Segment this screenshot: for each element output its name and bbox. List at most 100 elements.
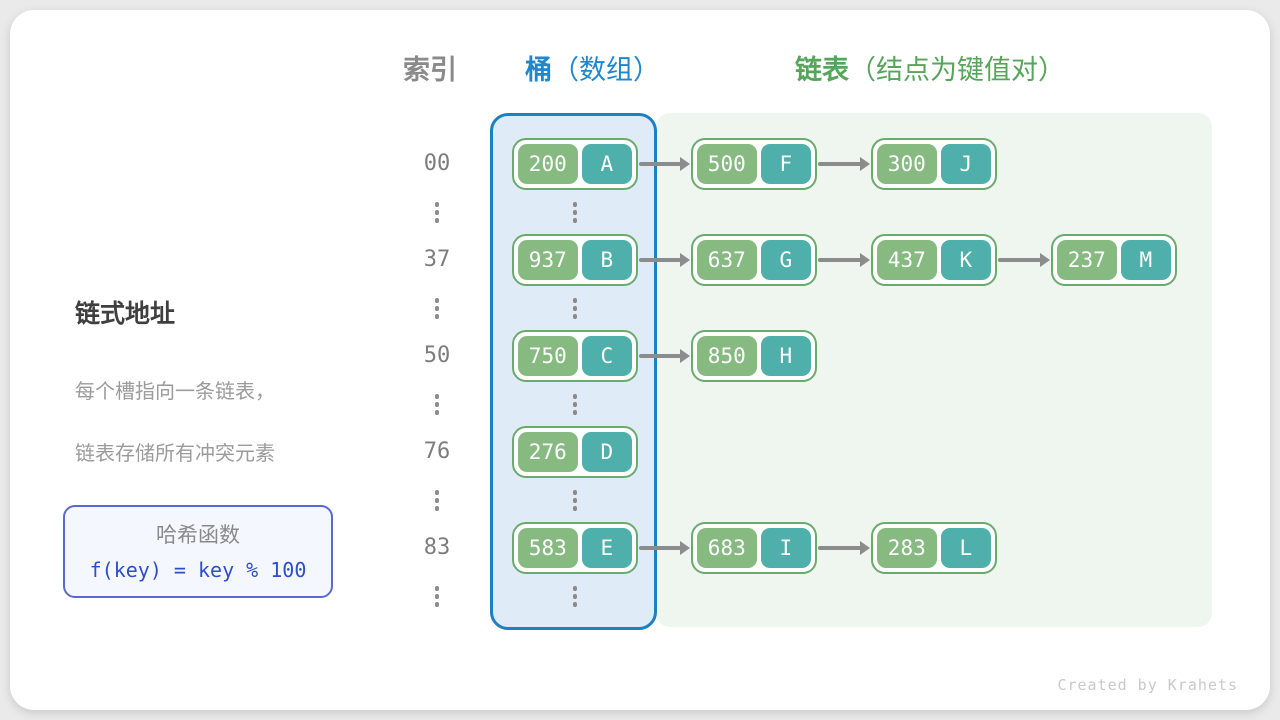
ellipsis-dot xyxy=(434,314,440,319)
ellipsis-dot xyxy=(434,394,440,399)
bucket-column-header: 桶（数组） xyxy=(525,54,660,86)
kv-key: 683 xyxy=(697,528,757,568)
ellipsis-dot xyxy=(572,490,578,495)
bucket-header-label: 桶 xyxy=(525,55,552,85)
kv-key: 937 xyxy=(518,240,578,280)
ellipsis-dot xyxy=(572,218,578,223)
list-header-note: （结点为键值对） xyxy=(849,55,1065,85)
kv-key: 300 xyxy=(877,144,937,184)
hash-function-title: 哈希函数 xyxy=(156,524,240,547)
kv-value: C xyxy=(581,336,632,376)
bucket-kv-node: 276 D xyxy=(512,426,638,478)
ellipsis-dot xyxy=(572,498,578,503)
arrow-line xyxy=(818,162,862,166)
method-description-line1: 每个槽指向一条链表， xyxy=(75,381,275,403)
chain-arrow xyxy=(639,541,690,555)
kv-value: D xyxy=(581,432,632,472)
chain-arrow xyxy=(639,157,690,171)
list-kv-node: 283 L xyxy=(871,522,997,574)
ellipsis-dot xyxy=(434,498,440,503)
bucket-kv-node: 750 C xyxy=(512,330,638,382)
bucket-ellipsis xyxy=(572,298,578,319)
ellipsis-dot xyxy=(434,298,440,303)
list-kv-node: 237 M xyxy=(1051,234,1177,286)
chain-arrow xyxy=(639,349,690,363)
index-ellipsis xyxy=(434,394,440,415)
arrow-line xyxy=(998,258,1042,262)
kv-key: 237 xyxy=(1057,240,1117,280)
ellipsis-dot xyxy=(434,218,440,223)
list-header-label: 链表 xyxy=(795,55,849,85)
ellipsis-dot xyxy=(434,490,440,495)
kv-value: J xyxy=(940,144,991,184)
kv-key: 437 xyxy=(877,240,937,280)
kv-value: M xyxy=(1120,240,1171,280)
chain-arrow xyxy=(639,253,690,267)
list-kv-node: 683 I xyxy=(691,522,817,574)
index-ellipsis xyxy=(434,586,440,607)
ellipsis-dot xyxy=(572,202,578,207)
ellipsis-dot xyxy=(572,210,578,215)
index-ellipsis xyxy=(434,490,440,511)
arrow-line xyxy=(818,258,862,262)
bucket-ellipsis xyxy=(572,490,578,511)
ellipsis-dot xyxy=(572,602,578,607)
method-description: 每个槽指向一条链表， 链表存储所有冲突元素 xyxy=(75,346,275,470)
ellipsis-dot xyxy=(434,202,440,207)
hash-function-box: 哈希函数 f(key) = key % 100 xyxy=(63,505,333,598)
ellipsis-dot xyxy=(572,402,578,407)
ellipsis-dot xyxy=(572,298,578,303)
arrow-line xyxy=(639,258,682,262)
ellipsis-dot xyxy=(572,506,578,511)
arrow-head-icon xyxy=(680,253,690,267)
list-kv-node: 637 G xyxy=(691,234,817,286)
arrow-head-icon xyxy=(680,541,690,555)
arrow-line xyxy=(639,546,682,550)
list-kv-node: 500 F xyxy=(691,138,817,190)
ellipsis-dot xyxy=(572,306,578,311)
chain-arrow xyxy=(818,157,870,171)
ellipsis-dot xyxy=(434,410,440,415)
kv-value: I xyxy=(760,528,811,568)
list-kv-node: 437 K xyxy=(871,234,997,286)
diagram-card: 索引 桶（数组） 链表（结点为键值对） 00 200 A 500 F 300 J 37 937 B… xyxy=(10,10,1270,710)
footer-credit: Created by Krahets xyxy=(1057,676,1238,694)
kv-key: 276 xyxy=(518,432,578,472)
list-column-header: 链表（结点为键值对） xyxy=(795,54,1065,86)
kv-value: G xyxy=(760,240,811,280)
kv-value: A xyxy=(581,144,632,184)
kv-key: 500 xyxy=(697,144,757,184)
bucket-kv-node: 583 E xyxy=(512,522,638,574)
kv-value: L xyxy=(940,528,991,568)
list-kv-node: 850 H xyxy=(691,330,817,382)
arrow-head-icon xyxy=(680,349,690,363)
bucket-ellipsis xyxy=(572,394,578,415)
ellipsis-dot xyxy=(434,402,440,407)
index-label: 37 xyxy=(423,247,451,272)
bucket-ellipsis xyxy=(572,202,578,223)
kv-key: 200 xyxy=(518,144,578,184)
arrow-line xyxy=(639,162,682,166)
chain-arrow xyxy=(818,253,870,267)
kv-value: K xyxy=(940,240,991,280)
bucket-header-note: （数组） xyxy=(552,55,660,85)
kv-value: B xyxy=(581,240,632,280)
ellipsis-dot xyxy=(572,410,578,415)
list-kv-node: 300 J xyxy=(871,138,997,190)
arrow-head-icon xyxy=(860,541,870,555)
arrow-line xyxy=(818,546,862,550)
ellipsis-dot xyxy=(434,506,440,511)
index-label: 50 xyxy=(423,343,451,368)
index-header-label: 索引 xyxy=(403,55,457,85)
arrow-head-icon xyxy=(860,253,870,267)
ellipsis-dot xyxy=(572,586,578,591)
ellipsis-dot xyxy=(572,594,578,599)
ellipsis-dot xyxy=(434,586,440,591)
index-column-header: 索引 xyxy=(403,54,457,86)
ellipsis-dot xyxy=(434,306,440,311)
kv-value: H xyxy=(760,336,811,376)
index-label: 83 xyxy=(423,535,451,560)
chain-arrow xyxy=(818,541,870,555)
arrow-head-icon xyxy=(860,157,870,171)
kv-key: 283 xyxy=(877,528,937,568)
